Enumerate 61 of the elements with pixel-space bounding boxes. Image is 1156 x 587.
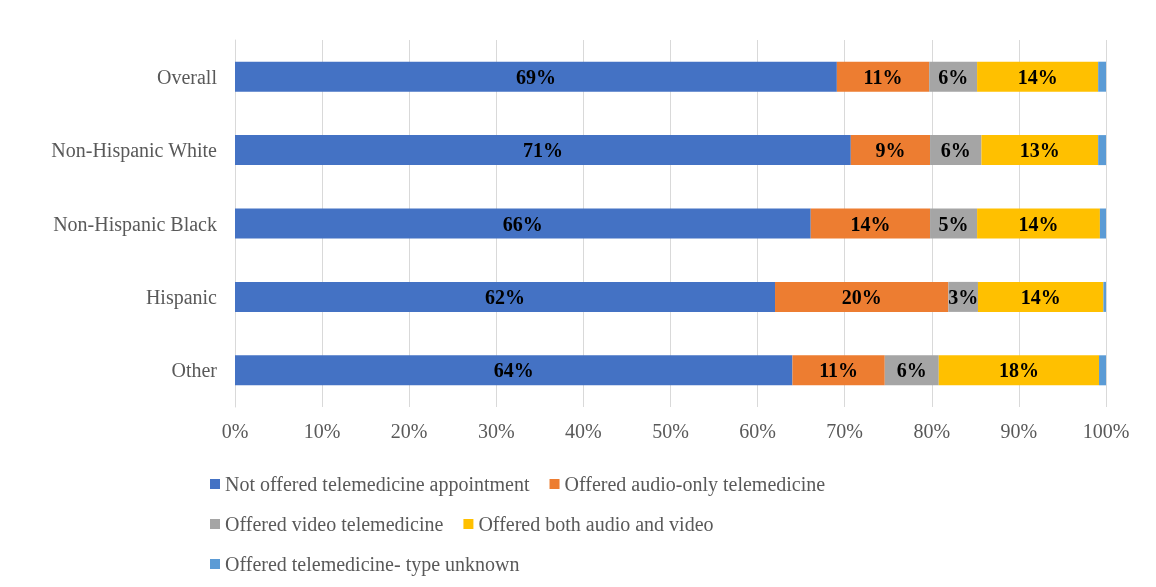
data-label: 14% bbox=[1020, 285, 1061, 308]
bar bbox=[981, 135, 1099, 166]
data-label: 66% bbox=[502, 212, 543, 235]
bar bbox=[977, 208, 1100, 239]
data-label: 5% bbox=[938, 212, 969, 235]
data-label: 71% bbox=[522, 139, 563, 162]
x-tick-label: 20% bbox=[390, 420, 428, 442]
x-tick-label: 90% bbox=[1000, 420, 1038, 442]
bar bbox=[775, 281, 949, 312]
bar bbox=[792, 355, 885, 386]
bar bbox=[1103, 281, 1106, 312]
data-label: 14% bbox=[850, 212, 891, 235]
bar bbox=[977, 281, 1104, 312]
bar bbox=[1098, 135, 1106, 166]
data-label: 9% bbox=[875, 139, 906, 162]
x-tick-label: 100% bbox=[1082, 420, 1130, 442]
x-tick-label: 10% bbox=[303, 420, 341, 442]
data-label: 18% bbox=[998, 359, 1039, 382]
data-label: 14% bbox=[1018, 212, 1059, 235]
bar bbox=[1099, 208, 1106, 239]
bar bbox=[1099, 355, 1106, 386]
y-tick-label: Hispanic bbox=[145, 285, 218, 309]
bar bbox=[235, 135, 851, 166]
legend-label: Offered telemedicine- type unknown bbox=[225, 553, 520, 576]
data-label: 3% bbox=[948, 285, 979, 308]
bar bbox=[836, 61, 930, 92]
bar bbox=[810, 208, 931, 239]
data-label: 6% bbox=[938, 65, 969, 88]
y-tick-label: Non-Hispanic Black bbox=[53, 212, 217, 236]
data-label: 62% bbox=[485, 285, 526, 308]
y-tick-label: Overall bbox=[157, 65, 218, 88]
legend-label: Offered both audio and video bbox=[478, 513, 714, 535]
legend-label: Not offered telemedicine appointment bbox=[225, 473, 530, 496]
legend-label: Offered video telemedicine bbox=[225, 513, 444, 535]
bar bbox=[977, 61, 1099, 92]
data-label: 6% bbox=[940, 139, 971, 162]
bar bbox=[235, 208, 811, 239]
bar bbox=[938, 355, 1100, 386]
data-label: 6% bbox=[896, 359, 927, 382]
data-label: 11% bbox=[819, 359, 859, 382]
x-tick-label: 70% bbox=[826, 420, 864, 442]
x-tick-label: 50% bbox=[652, 420, 689, 442]
bar bbox=[235, 355, 793, 386]
y-tick-label: Non-Hispanic White bbox=[51, 139, 218, 163]
x-tick-label: 80% bbox=[913, 420, 951, 442]
bar bbox=[235, 61, 837, 92]
data-label: 14% bbox=[1017, 65, 1058, 88]
legend-label: Offered audio-only telemedicine bbox=[564, 473, 826, 496]
x-tick-label: 30% bbox=[477, 420, 515, 442]
data-label: 13% bbox=[1019, 139, 1060, 162]
y-tick-label: Other bbox=[171, 359, 218, 382]
bar bbox=[235, 281, 776, 312]
bar bbox=[1098, 61, 1106, 92]
x-tick-label: 40% bbox=[565, 420, 602, 442]
x-tick-label: 0% bbox=[221, 420, 249, 442]
x-tick-label: 60% bbox=[739, 420, 776, 442]
data-label: 64% bbox=[493, 359, 534, 382]
bar bbox=[850, 135, 931, 166]
data-label: 20% bbox=[841, 285, 882, 308]
data-label: 69% bbox=[515, 65, 556, 88]
data-label: 11% bbox=[863, 65, 903, 88]
